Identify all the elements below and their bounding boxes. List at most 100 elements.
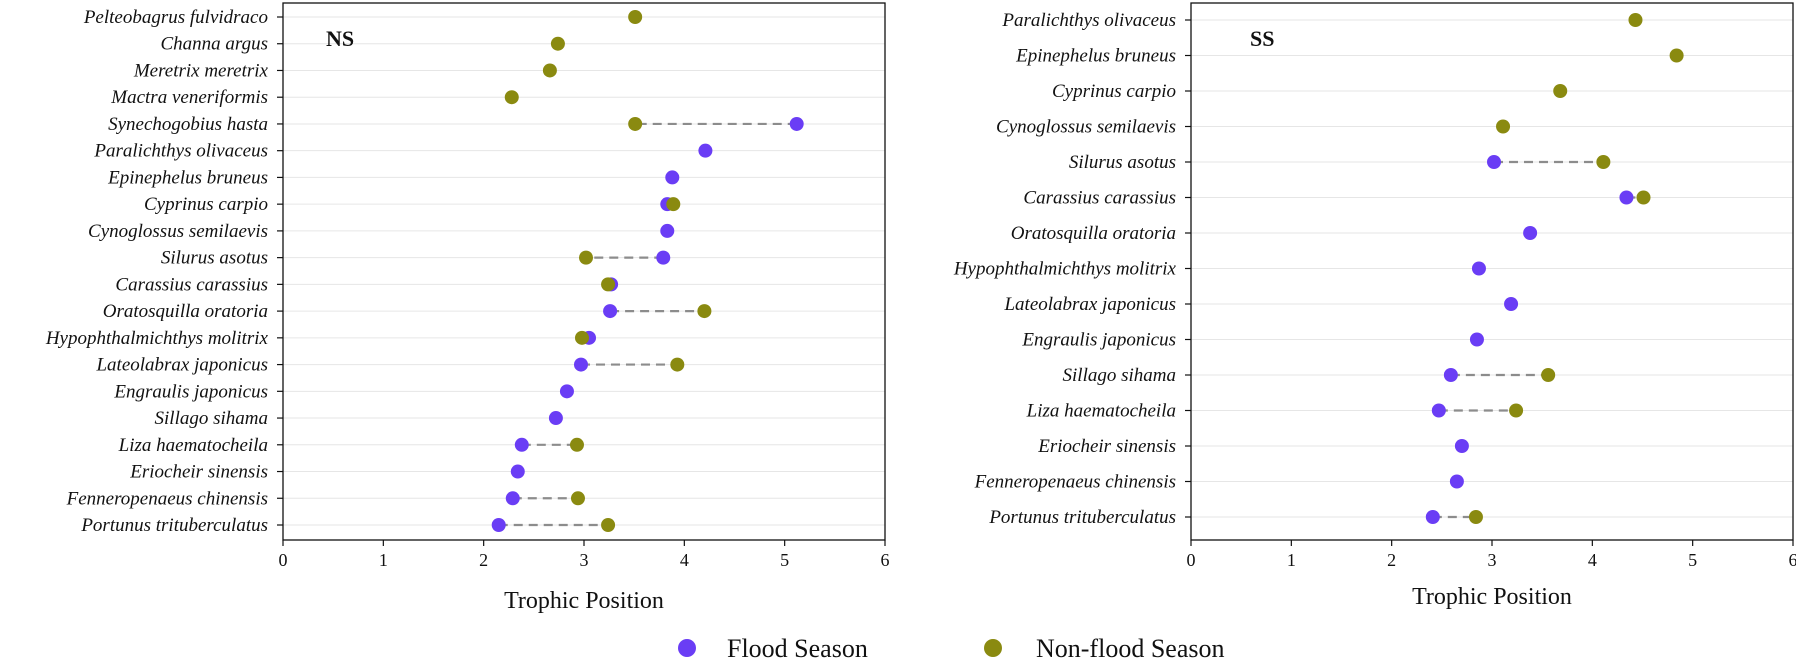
nonflood-point [1636, 190, 1651, 205]
flood-point [1454, 439, 1469, 453]
flood-point [573, 357, 588, 372]
category-label: Portunus trituberculatus [80, 515, 268, 536]
flood-point [559, 384, 574, 399]
nonflood-point [1468, 510, 1483, 524]
legend: Flood Season Non-flood Season [678, 634, 1224, 660]
flood-point [660, 223, 675, 238]
x-tick-label: 3 [1488, 550, 1497, 570]
category-label: Portunus trituberculatus [988, 507, 1176, 528]
nonflood-point [504, 90, 519, 105]
category-label: Engraulis japonicus [113, 381, 268, 402]
x-tick-label: 1 [379, 550, 388, 570]
legend-nonflood-marker [984, 639, 1002, 657]
flood-point [1523, 226, 1538, 240]
category-label: Paralichthys olivaceus [1001, 10, 1176, 31]
category-label: Fenneropenaeus chinensis [66, 488, 268, 509]
category-label: Cyprinus carpio [144, 194, 268, 215]
category-label: Lateolabrax japonicus [1003, 294, 1176, 315]
x-tick-label: 1 [1287, 550, 1296, 570]
panel-ss: 0 1 2 3 4 5 6 Paralichthys olivaceus Epinephelus… [953, 2, 1796, 610]
flood-point [1471, 261, 1486, 276]
x-tick-label: 6 [1789, 550, 1796, 570]
nonflood-point [574, 330, 589, 345]
plot-frame [282, 2, 886, 541]
x-tick-label: 2 [479, 550, 488, 570]
x-tick-label: 0 [279, 550, 288, 570]
nonflood-point [550, 36, 565, 51]
category-label: Meretrix meretrix [133, 60, 269, 81]
category-label: Eriocheir sinensis [129, 462, 268, 483]
flood-point [514, 437, 529, 452]
flood-point [491, 518, 506, 532]
flood-point [1487, 155, 1502, 169]
nonflood-point [601, 277, 616, 292]
category-label: Oratosquilla oratoria [103, 301, 268, 322]
category-label: Fenneropenaeus chinensis [974, 472, 1176, 493]
plot-frame [1190, 2, 1794, 541]
flood-point [1619, 190, 1634, 205]
category-label: Epinephelus bruneus [107, 167, 268, 188]
x-axis-label: Trophic Position [504, 588, 664, 614]
nonflood-point [1596, 155, 1611, 169]
flood-point [698, 143, 713, 158]
category-label: Channa argus [160, 34, 268, 55]
category-label: Engraulis japonicus [1021, 330, 1176, 351]
category-label: Silurus asotus [161, 248, 268, 269]
legend-flood-marker [678, 639, 696, 657]
flood-point [1431, 403, 1446, 418]
nonflood-point [579, 250, 594, 265]
x-axis-label: Trophic Position [1412, 584, 1572, 610]
nonflood-point [1509, 403, 1524, 418]
panel-ns: 0 1 2 3 4 5 6 Pelteobagrus fulvidraco Channa arg… [45, 2, 890, 614]
category-label: Eriocheir sinensis [1037, 436, 1176, 457]
nonflood-point [542, 63, 557, 78]
nonflood-point [670, 357, 685, 372]
category-label: Mactra veneriformis [110, 87, 268, 108]
x-tick-label: 6 [881, 550, 890, 570]
flood-point [1469, 332, 1484, 347]
nonflood-point [666, 197, 681, 212]
legend-nonflood-label: Non-flood Season [1036, 634, 1224, 660]
flood-point [1504, 297, 1519, 311]
nonflood-point [1496, 119, 1511, 134]
x-tick-label: 0 [1187, 550, 1196, 570]
category-label: Cyprinus carpio [1052, 81, 1176, 102]
category-label: Paralichthys olivaceus [93, 141, 268, 162]
category-label: Cynoglossus semilaevis [996, 117, 1176, 138]
category-label: Lateolabrax japonicus [95, 355, 268, 376]
flood-point [510, 464, 525, 479]
category-label: Sillago sihama [1063, 365, 1176, 386]
nonflood-point [697, 304, 712, 319]
x-tick-label: 3 [580, 550, 589, 570]
nonflood-point [601, 518, 616, 532]
nonflood-point [1541, 368, 1556, 382]
flood-point [1443, 368, 1458, 382]
nonflood-point [628, 116, 643, 131]
panel-label: NS [326, 26, 354, 51]
nonflood-point [1553, 84, 1568, 98]
category-label: Silurus asotus [1069, 152, 1176, 173]
flood-point [656, 250, 671, 265]
category-label: Synechogobius hasta [108, 114, 268, 135]
flood-point [505, 491, 520, 506]
category-label: Hypophthalmichthys molitrix [953, 259, 1177, 280]
nonflood-point [1628, 13, 1643, 27]
flood-point [603, 304, 618, 319]
category-label: Pelteobagrus fulvidraco [83, 7, 268, 28]
legend-flood-label: Flood Season [727, 634, 868, 660]
category-label: Epinephelus bruneus [1015, 46, 1176, 67]
category-label: Cynoglossus semilaevis [88, 221, 268, 242]
x-tick-label: 4 [680, 550, 689, 570]
x-tick-label: 2 [1387, 550, 1396, 570]
nonflood-point [569, 437, 584, 452]
x-tick-label: 4 [1588, 550, 1597, 570]
panel-label: SS [1250, 26, 1274, 51]
category-label: Liza haematocheila [118, 435, 268, 456]
category-label: Hypophthalmichthys molitrix [45, 328, 269, 349]
flood-point [1425, 510, 1440, 524]
category-label: Carassius carassius [115, 274, 268, 295]
nonflood-point [1669, 48, 1684, 63]
category-label: Oratosquilla oratoria [1011, 223, 1176, 244]
category-label: Carassius carassius [1023, 188, 1176, 209]
